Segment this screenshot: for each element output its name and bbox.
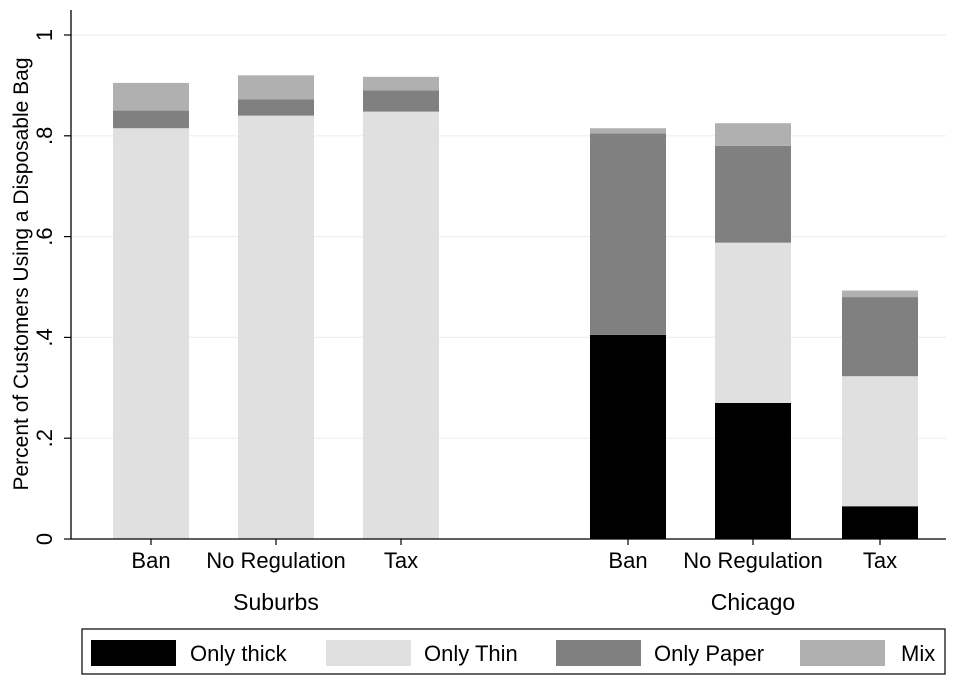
legend-label: Only Thin (424, 641, 518, 666)
bar-segment (363, 90, 439, 112)
x-category-label: No Regulation (683, 548, 822, 573)
x-category-label: Ban (131, 548, 170, 573)
bar-segment (842, 506, 918, 539)
axes (70, 10, 946, 540)
bar-segment (113, 82, 189, 111)
bar-segment (842, 376, 918, 507)
y-tick-label: .2 (32, 429, 57, 447)
gridlines (71, 34, 946, 439)
x-category-labels: Ban No Regulation Tax Ban No Regulation Tax (131, 539, 897, 573)
bar-segment (715, 123, 791, 146)
group-label: Suburbs (233, 589, 319, 615)
bar-segment (238, 99, 314, 116)
bar-segment (715, 242, 791, 403)
legend-swatch (556, 640, 641, 666)
bar-segment (590, 128, 666, 134)
bar-segment (363, 111, 439, 539)
y-axis-label: Percent of Customers Using a Disposable … (10, 57, 33, 490)
legend-label: Only Paper (654, 641, 764, 666)
bar-segment (590, 334, 666, 539)
x-category-label: No Regulation (206, 548, 345, 573)
group-label: Chicago (711, 589, 795, 615)
bar-segment (238, 75, 314, 100)
bar-segment (590, 133, 666, 335)
legend-swatch (326, 640, 411, 666)
bar-segment (238, 115, 314, 539)
y-tick-label: 1 (32, 29, 57, 41)
legend-swatch (91, 640, 176, 666)
bar-segment (715, 145, 791, 243)
bar-segment (842, 297, 918, 377)
y-tick-label: 0 (32, 533, 57, 545)
legend-label: Only thick (190, 641, 288, 666)
bar-segment (113, 110, 189, 129)
bar-segment (113, 128, 189, 540)
bar-segment (363, 76, 439, 91)
bar-segment (715, 402, 791, 539)
y-tick-label: .4 (32, 328, 57, 346)
group-labels: Suburbs Chicago (233, 589, 795, 615)
legend-label: Mix (901, 641, 935, 666)
bar-segment (842, 290, 918, 298)
legend-swatch (800, 640, 885, 666)
x-category-label: Tax (384, 548, 418, 573)
bars (113, 75, 918, 540)
y-tick-label: .8 (32, 127, 57, 145)
legend: Only thick Only Thin Only Paper Mix (81, 628, 946, 675)
x-category-label: Tax (863, 548, 897, 573)
y-ticks: 0 .2 .4 .6 .8 1 (32, 29, 71, 545)
y-tick-label: .6 (32, 227, 57, 245)
x-category-label: Ban (608, 548, 647, 573)
